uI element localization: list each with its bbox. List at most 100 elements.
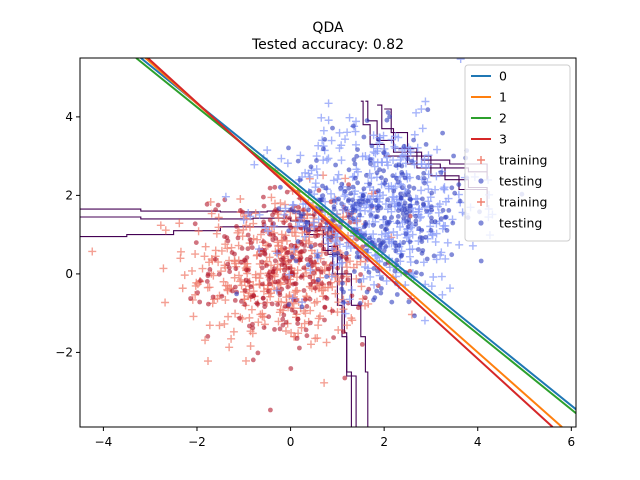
testing-point <box>305 262 311 268</box>
training-point <box>219 277 228 286</box>
testing-point <box>264 263 269 268</box>
testing-point <box>316 188 322 193</box>
testing-point <box>304 333 310 339</box>
testing-point <box>450 220 456 226</box>
training-point <box>420 155 429 164</box>
training-point <box>234 226 243 235</box>
training-point <box>253 235 262 244</box>
testing-point <box>346 214 352 220</box>
training-point <box>254 318 263 327</box>
testing-point <box>207 267 213 272</box>
training-point <box>304 169 313 178</box>
testing-point <box>400 171 405 177</box>
testing-point <box>340 280 345 286</box>
testing-point <box>295 158 301 164</box>
training-point <box>379 131 388 140</box>
training-point <box>180 271 189 280</box>
training-point <box>189 312 198 321</box>
testing-point <box>304 257 310 262</box>
testing-point <box>452 190 458 196</box>
testing-point <box>361 193 366 199</box>
training-point <box>224 312 233 321</box>
testing-point <box>431 253 437 259</box>
testing-point <box>352 161 358 167</box>
testing-point <box>313 233 318 239</box>
testing-point <box>357 278 363 284</box>
testing-point <box>318 269 324 275</box>
training-point <box>159 264 168 273</box>
testing-point <box>342 188 348 194</box>
training-point <box>277 236 286 245</box>
testing-point <box>288 207 293 213</box>
testing-point <box>213 207 219 213</box>
boundary-lines <box>135 58 576 427</box>
testing-point <box>408 204 413 209</box>
testing-point <box>205 334 211 339</box>
testing-point <box>335 265 340 271</box>
testing-point <box>339 274 345 280</box>
testing-point <box>389 299 395 305</box>
training-point <box>441 221 450 230</box>
testing-point <box>401 215 407 221</box>
training-point <box>371 251 380 260</box>
testing-point <box>234 291 240 297</box>
training-point <box>277 154 286 163</box>
testing-point <box>438 216 444 222</box>
training-point <box>441 254 450 263</box>
training-point <box>366 272 375 281</box>
legend-plus-swatch <box>477 156 485 164</box>
training-point <box>357 282 366 291</box>
training-point <box>441 197 450 206</box>
plot-frame <box>79 57 577 428</box>
training-point <box>446 284 455 293</box>
testing-point <box>336 196 341 202</box>
training-point <box>314 321 323 330</box>
testing-point <box>456 182 462 188</box>
testing-point <box>206 301 211 307</box>
testing-point <box>364 173 369 178</box>
training-point <box>396 222 405 231</box>
training-point <box>220 319 229 328</box>
training-point <box>429 272 438 281</box>
testing-point <box>285 265 291 271</box>
testing-point <box>406 184 412 190</box>
testing-point <box>210 294 216 300</box>
testing-point <box>368 212 374 218</box>
training-point <box>319 126 328 135</box>
testing-point <box>225 238 231 244</box>
training-point <box>306 340 315 349</box>
testing-point <box>402 175 408 181</box>
testing-point <box>286 145 291 151</box>
testing-point <box>320 193 326 199</box>
training-point <box>424 197 433 206</box>
testing-point <box>355 250 360 256</box>
testing-point <box>396 208 401 214</box>
testing-point <box>394 292 400 297</box>
training-point <box>299 200 308 209</box>
training-point <box>373 147 382 156</box>
training-point <box>276 199 285 208</box>
training-point <box>418 124 427 133</box>
training-point <box>176 247 185 256</box>
training-point <box>314 141 323 150</box>
testing-point <box>197 299 203 305</box>
testing-point <box>249 245 255 251</box>
testing-point <box>394 175 399 181</box>
training-point <box>378 158 387 167</box>
testing-point <box>318 223 323 228</box>
legend-dot-swatch <box>478 178 484 184</box>
testing-point <box>317 242 323 248</box>
training-point <box>256 269 265 278</box>
testing-point <box>278 184 283 190</box>
testing-point <box>261 194 266 200</box>
training-point <box>306 266 315 275</box>
testing-point <box>282 267 287 273</box>
testing-point <box>348 191 354 196</box>
training-point <box>272 249 281 258</box>
testing-point <box>302 297 308 302</box>
training-point <box>335 128 344 137</box>
testing-point <box>239 246 245 251</box>
training-point <box>385 263 394 272</box>
training-point <box>335 259 344 268</box>
